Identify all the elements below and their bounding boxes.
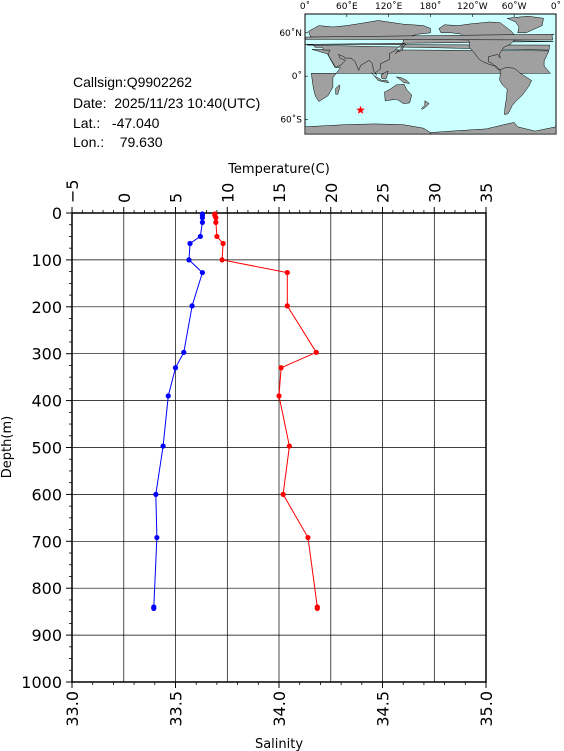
map-land-south-america (499, 67, 532, 115)
station-star-icon (356, 105, 365, 114)
salinity-point (187, 240, 193, 247)
temperature-point (284, 269, 290, 276)
temperature-tick-label: −5 (63, 179, 82, 203)
grid-lines (72, 213, 486, 682)
temperature-point (276, 393, 282, 399)
depth-tick-label: 0 (52, 204, 62, 223)
map-land-antarctica (304, 123, 431, 135)
map-longitude-label: 60˚W (502, 1, 527, 12)
salinity-tick-label: 35.0 (477, 691, 496, 727)
depth-axis-title: Depth(m) (0, 416, 15, 478)
axis-ticks (66, 207, 487, 688)
salinity-point (153, 491, 159, 497)
temperature-tick-label: 10 (218, 183, 237, 203)
salinity-point (186, 257, 192, 263)
temperature-point (213, 215, 219, 221)
world-map: 0˚ 60˚E 120˚E 180˚ 120˚W 60˚W 0˚ 60˚N 0˚ 60˚S (279, 1, 561, 135)
map-land-greenland (506, 15, 544, 34)
temperature-tick-label: 0 (115, 193, 134, 203)
longitude-text: Lon.: 79.630 (73, 134, 163, 150)
map-longitude-label: 60˚E (336, 1, 358, 12)
salinity-point (181, 349, 187, 355)
temperature-tick-label: 30 (425, 183, 444, 203)
salinity-point (199, 215, 206, 221)
depth-tick-label: 1000 (21, 673, 62, 692)
depth-tick-label: 500 (31, 439, 62, 458)
depth-tick-label: 100 (31, 251, 62, 270)
temperature-tick-label: 5 (167, 193, 186, 203)
map-land-japan (395, 43, 407, 54)
map-land-uk (304, 33, 555, 41)
map-land-indonesia (371, 72, 390, 84)
temperature-tick-label: 15 (270, 183, 289, 203)
map-land-madagascar (335, 84, 341, 95)
map-land-new-zealand (421, 100, 430, 110)
latitude-text: Lat.: -47.040 (73, 115, 160, 131)
date-text: Date: 2025/11/23 10:40(UTC) (73, 95, 261, 111)
map-land-new-guinea (396, 76, 411, 84)
depth-tick-label: 400 (31, 392, 62, 411)
temperature-point (214, 233, 220, 240)
map-latitude-label: 60˚S (280, 115, 302, 126)
map-land-antarctica-west (430, 122, 557, 135)
temperature-axis-title: Temperature(C) (227, 162, 330, 177)
depth-tick-label: 900 (31, 626, 62, 645)
salinity-point (189, 303, 195, 309)
depth-tick-label: 700 (31, 532, 62, 551)
map-labels: 0˚ 60˚E 120˚E 180˚ 120˚W 60˚W 0˚ 60˚N 0˚ 60˚S (279, 1, 561, 126)
salinity-point (197, 233, 203, 240)
temperature-tick-label: 25 (374, 183, 393, 203)
salinity-point (165, 393, 171, 399)
map-latitude-label: 0˚ (292, 71, 302, 82)
temperature-point (220, 240, 226, 247)
salinity-point (172, 365, 179, 371)
temperature-point (314, 605, 320, 611)
data-series (151, 211, 320, 611)
salinity-point (154, 534, 160, 541)
map-longitude-label: 0˚ (551, 1, 561, 12)
map-land-australia (384, 83, 412, 104)
salinity-point (199, 219, 206, 225)
salinity-axis-title: Salinity (255, 737, 303, 751)
salinity-tick-label: 34.5 (374, 691, 393, 727)
temperature-point (219, 257, 225, 263)
temperature-tick-label: 35 (477, 183, 496, 203)
map-longitude-label: 0˚ (300, 1, 310, 12)
temperature-point (305, 534, 311, 541)
temperature-point (280, 491, 286, 497)
map-longitude-label: 120˚W (457, 1, 488, 12)
temperature-tick-label: 20 (322, 183, 341, 203)
map-latitude-label: 60˚N (279, 28, 302, 39)
temperature-point (284, 303, 290, 309)
temperature-point (286, 443, 292, 449)
map-land-north-america (438, 21, 518, 71)
salinity-tick-label: 33.5 (167, 691, 186, 727)
salinity-point (199, 269, 206, 276)
temperature-point (278, 365, 284, 371)
map-land-borneo (380, 70, 389, 80)
salinity-point (151, 605, 157, 611)
callsign-text: Callsign:Q9902262 (73, 74, 193, 90)
salinity-tick-label: 34.0 (270, 691, 289, 727)
salinity-tick-label: 33.0 (63, 691, 82, 727)
temperature-point (213, 219, 219, 225)
salinity-point (160, 443, 166, 449)
depth-tick-label: 200 (31, 298, 62, 317)
depth-tick-label: 600 (31, 485, 62, 504)
depth-tick-label: 800 (31, 579, 62, 598)
map-land (304, 15, 557, 135)
map-land-eurasia (304, 20, 554, 76)
temperature-point (313, 349, 319, 355)
depth-tick-label: 300 (31, 345, 62, 364)
map-longitude-label: 120˚E (375, 1, 403, 12)
map-longitude-label: 180˚ (420, 1, 442, 12)
station-marker (356, 105, 365, 114)
